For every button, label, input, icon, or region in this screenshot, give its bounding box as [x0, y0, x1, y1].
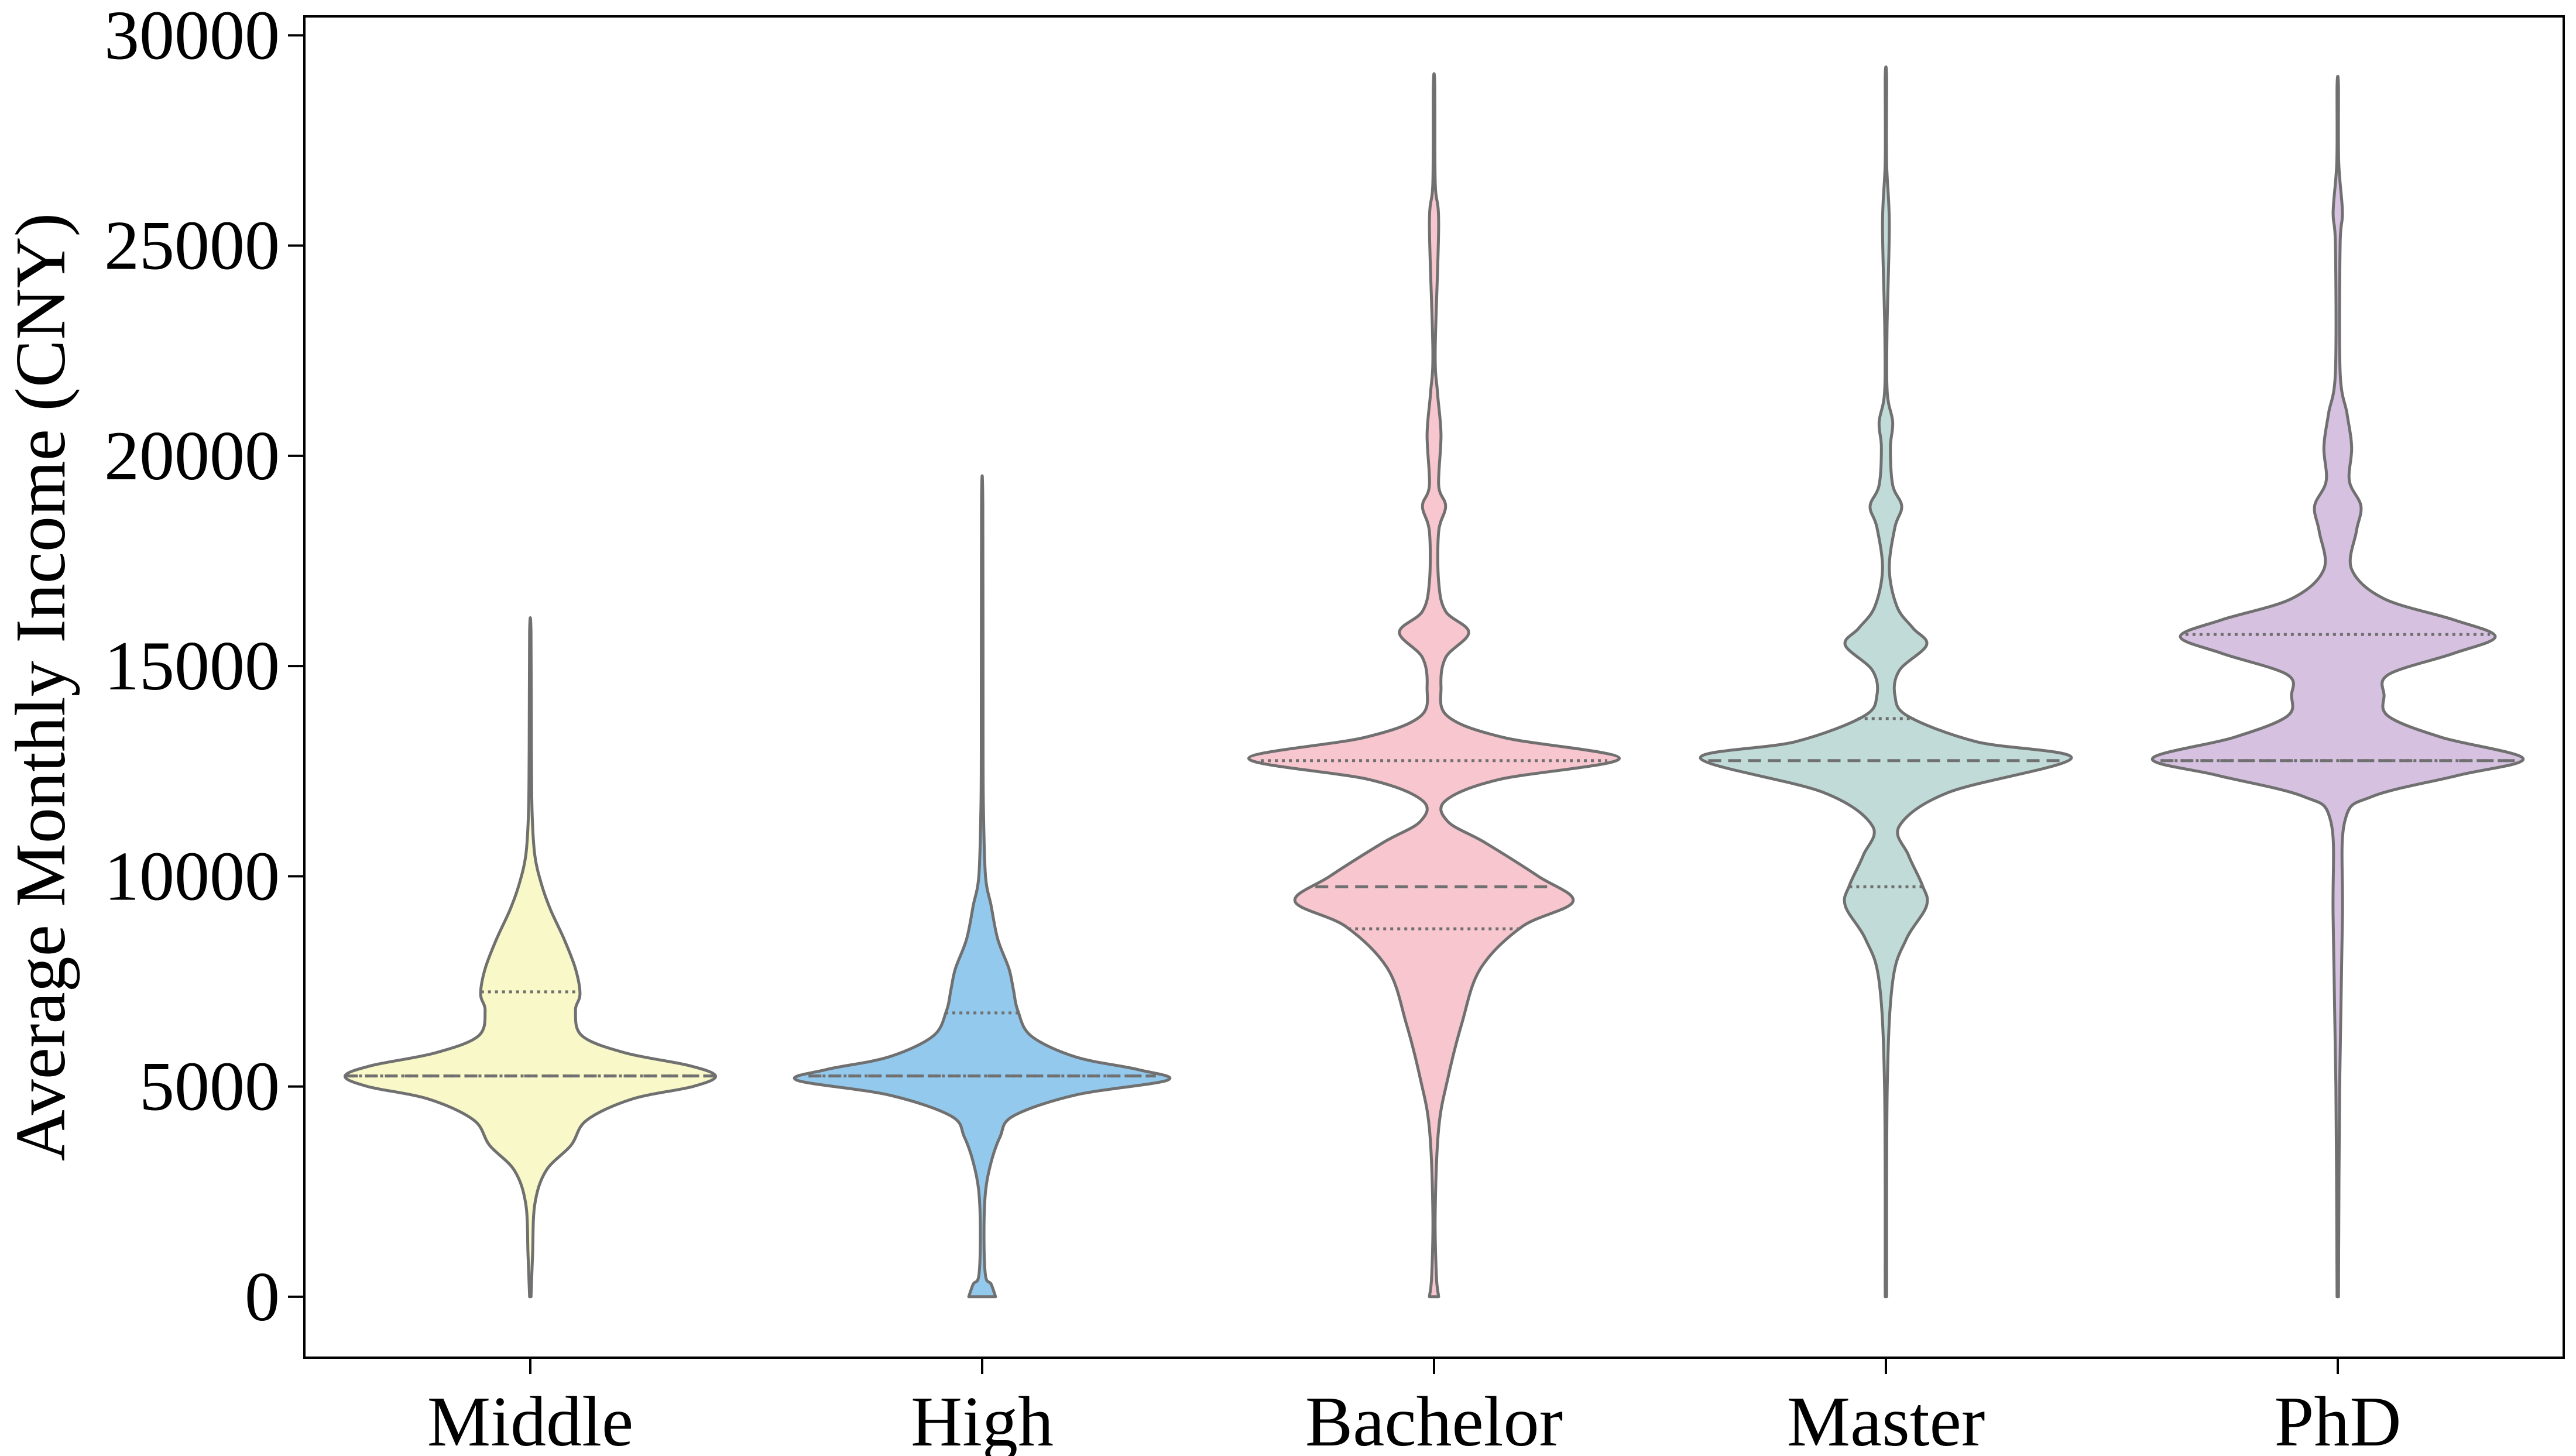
violin-body	[1247, 72, 1621, 1299]
x-axis: Middle High Bachelor Master PhD	[427, 1358, 2402, 1456]
y-tick-label: 30000	[104, 0, 280, 74]
violin-body	[2151, 74, 2524, 1299]
x-tick-label-master: Master	[1787, 1382, 1985, 1456]
x-tick-label-bachelor: Bachelor	[1305, 1382, 1563, 1456]
plot-frame	[303, 15, 2565, 1359]
y-tick-label: 10000	[104, 837, 280, 915]
violin-master	[1699, 65, 2073, 1299]
y-tick-label: 25000	[104, 207, 280, 284]
violin-bachelor	[1247, 72, 1621, 1299]
y-tick-label: 15000	[104, 627, 280, 705]
y-tick-label: 0	[245, 1258, 280, 1335]
y-axis: 0 5000 10000 15000 20000 25000 30000	[104, 0, 304, 1335]
x-tick-label-middle: Middle	[427, 1382, 633, 1456]
y-axis-title: Average Monthly Income (CNY)	[1, 213, 80, 1162]
violin-body	[1699, 65, 2073, 1299]
violins-group	[344, 65, 2524, 1299]
x-tick-label-high: High	[911, 1382, 1054, 1456]
violin-middle	[344, 616, 717, 1299]
x-tick-label-phd: PhD	[2275, 1382, 2402, 1456]
y-tick-label: 5000	[139, 1048, 280, 1125]
violin-body	[793, 474, 1172, 1299]
y-tick-label: 20000	[104, 417, 280, 495]
violin-body	[344, 616, 717, 1299]
violin-phd	[2151, 74, 2524, 1299]
violin-high	[793, 474, 1172, 1299]
